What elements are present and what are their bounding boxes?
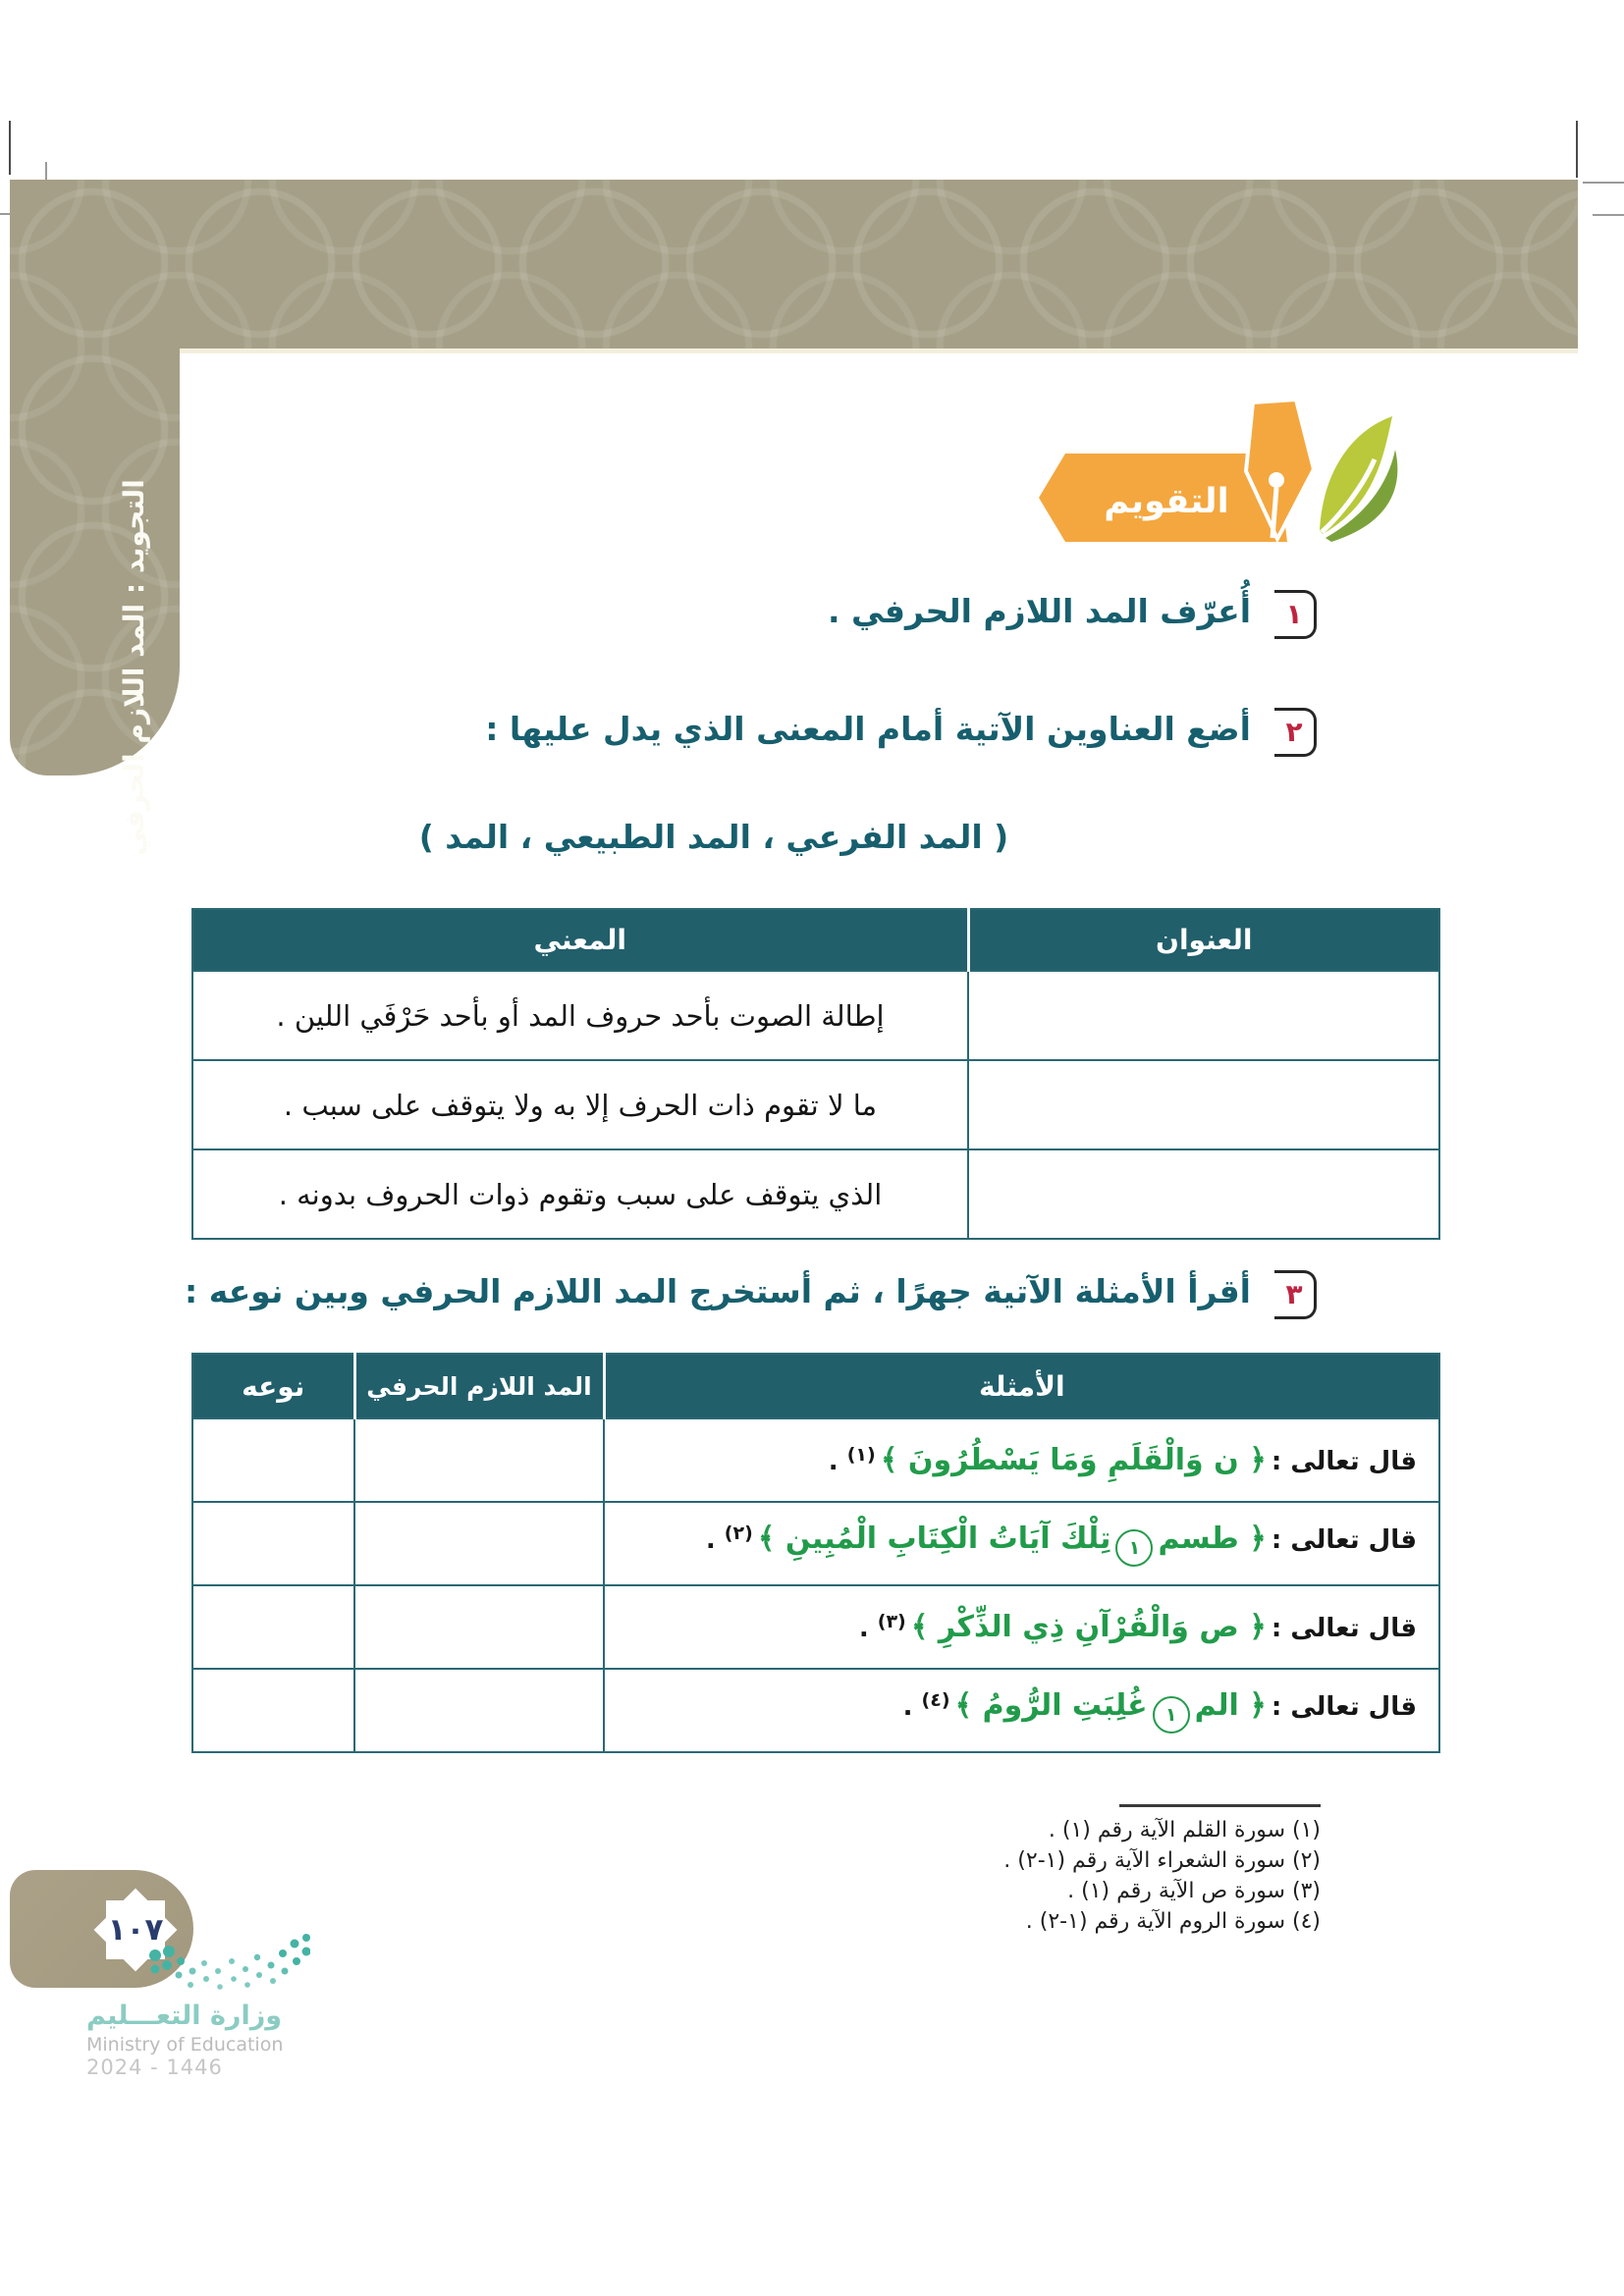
sidebar-chapter-title: التجويد : المد اللازم الحرفي: [118, 479, 150, 856]
header-title: العنوان: [967, 908, 1440, 972]
crop-mark: [1593, 214, 1624, 216]
ministry-logo-arabic: وزارة التعـــليم: [86, 2001, 283, 2031]
sidebar-strip: التجويد : المد اللازم الحرفي: [10, 180, 180, 856]
header-examples: الأمثلة: [603, 1353, 1440, 1419]
question-2-text: أضع العناوين الآتية أمام المعنى الذي يدل…: [485, 710, 1251, 748]
example-cell: قال تعالى : ﴿ الم١غُلِبَتِ الرُّومُ ﴾ (٤…: [603, 1668, 1440, 1753]
footnote: (٤) سورة الروم الآية رقم (١-٢) .: [1025, 1909, 1321, 1934]
table-row: قال تعالى : ﴿ ن وَالْقَلَمِ وَمَا يَسْطُ…: [191, 1417, 1440, 1503]
type-answer-cell: [191, 1417, 355, 1503]
options-line: ( المد الفرعي ، المد الطبيعي ، المد ): [418, 818, 1009, 856]
ministry-logo-years: 2024 - 1446: [86, 2056, 223, 2079]
table-row: قال تعالى : ﴿ الم١غُلِبَتِ الرُّومُ ﴾ (٤…: [191, 1668, 1440, 1753]
example-cell: قال تعالى : ﴿ ص وَالْقُرْآنِ ذِي الذِّكْ…: [603, 1584, 1440, 1670]
meaning-table: العنوان المعني إطالة الصوت بأحد حروف الم…: [191, 908, 1440, 1240]
ministry-logo-english: Ministry of Education: [86, 2034, 284, 2056]
footnote: (١) سورة القلم الآية رقم (١) .: [1048, 1818, 1321, 1842]
meaning-cell: الذي يتوقف على سبب وتقوم ذوات الحروف بدو…: [191, 1148, 969, 1240]
crop-mark: [1576, 121, 1578, 178]
table-row: إطالة الصوت بأحد حروف المد أو بأحد حَرْف…: [191, 970, 1440, 1061]
table-row: قال تعالى : ﴿ طسم١تِلْكَ آيَاتُ الْكِتَا…: [191, 1501, 1440, 1586]
question-3-number: ٣: [1274, 1270, 1317, 1319]
title-answer-cell: [967, 970, 1440, 1061]
type-answer-cell: [191, 1501, 355, 1586]
footnote: (٢) سورة الشعراء الآية رقم (١-٢) .: [1003, 1848, 1321, 1873]
question-3: ٣ أقرأ الأمثلة الآتية جهرًا ، ثم أستخرج …: [185, 1264, 1317, 1319]
footnote-separator: [1119, 1804, 1321, 1807]
book-page-dark: [1326, 450, 1398, 542]
meaning-cell: ما لا تقوم ذات الحرف إلا به ولا يتوقف عل…: [191, 1059, 969, 1150]
book-page-divider: [1320, 457, 1378, 534]
question-1-text: أُعرّف المد اللازم الحرفي .: [827, 592, 1251, 630]
example-cell: قال تعالى : ﴿ ن وَالْقَلَمِ وَمَا يَسْطُ…: [603, 1417, 1440, 1503]
table-row: الذي يتوقف على سبب وتقوم ذوات الحروف بدو…: [191, 1148, 1440, 1240]
pen-nib-icon: [1243, 397, 1317, 544]
type-answer-cell: [191, 1584, 355, 1670]
table-header-row: العنوان المعني: [191, 908, 1440, 972]
header-band-edge: [180, 348, 1578, 353]
title-answer-cell: [967, 1148, 1440, 1240]
book-page-light: [1320, 416, 1392, 534]
madd-answer-cell: [353, 1417, 605, 1503]
header-type: نوعه: [191, 1353, 356, 1419]
pen-nib-hole: [1269, 472, 1284, 488]
question-1: ١ أُعرّف المد اللازم الحرفي .: [828, 584, 1317, 639]
header-madd-lazim-harfi: المد اللازم الحرفي: [353, 1353, 606, 1419]
badge-ribbon: [1039, 454, 1287, 542]
question-3-text: أقرأ الأمثلة الآتية جهرًا ، ثم أستخرج ال…: [185, 1272, 1251, 1310]
meaning-cell: إطالة الصوت بأحد حروف المد أو بأحد حَرْف…: [191, 970, 969, 1061]
crop-mark: [9, 121, 11, 175]
header-band: [10, 180, 1578, 348]
table-header-row: الأمثلة المد اللازم الحرفي نوعه: [191, 1353, 1440, 1419]
table-row: قال تعالى : ﴿ ص وَالْقُرْآنِ ذِي الذِّكْ…: [191, 1584, 1440, 1670]
footnotes: (١) سورة القلم الآية رقم (١) . (٢) سورة …: [1003, 1804, 1321, 1937]
footnote: (٣) سورة ص الآية رقم (١) .: [1067, 1879, 1321, 1903]
crop-mark: [1583, 182, 1624, 184]
ministry-logo-icon: [149, 1934, 310, 1990]
examples-table: الأمثلة المد اللازم الحرفي نوعه قال تعال…: [191, 1353, 1440, 1753]
question-1-number: ١: [1274, 590, 1317, 639]
evaluation-badge: التقويم: [1039, 397, 1398, 544]
question-2: ٢ أضع العناوين الآتية أمام المعنى الذي ي…: [485, 702, 1317, 757]
header-meaning: المعني: [191, 908, 970, 972]
title-answer-cell: [967, 1059, 1440, 1150]
table-row: ما لا تقوم ذات الحرف إلا به ولا يتوقف عل…: [191, 1059, 1440, 1150]
madd-answer-cell: [353, 1584, 605, 1670]
madd-answer-cell: [353, 1501, 605, 1586]
madd-answer-cell: [353, 1668, 605, 1753]
type-answer-cell: [191, 1668, 355, 1753]
badge-label: التقويم: [1104, 482, 1228, 521]
page-number: ١٠٧: [107, 1912, 164, 1948]
question-2-number: ٢: [1274, 708, 1317, 757]
pen-nib-slit: [1270, 487, 1279, 539]
example-cell: قال تعالى : ﴿ طسم١تِلْكَ آيَاتُ الْكِتَا…: [603, 1501, 1440, 1586]
